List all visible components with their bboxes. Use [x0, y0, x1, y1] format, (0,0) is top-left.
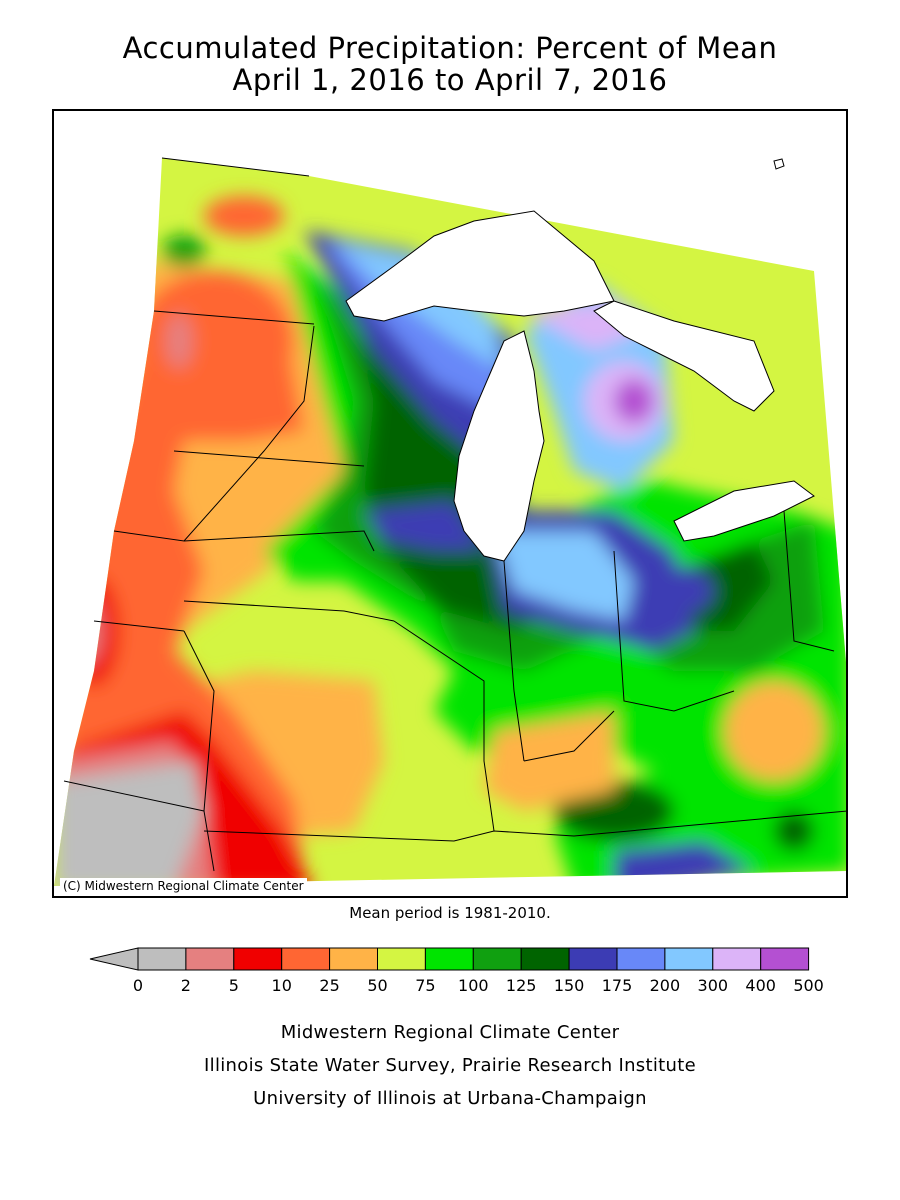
credit-university: University of Illinois at Urbana-Champai… — [253, 1088, 647, 1109]
map-date-range: April 1, 2016 to April 7, 2016 — [232, 63, 668, 97]
precipitation-map-graphic — [54, 157, 846, 886]
legend-tick-label: 175 — [601, 976, 633, 995]
legend-swatch — [329, 947, 379, 971]
legend-swatch — [233, 947, 283, 971]
legend-tick-label: 0 — [132, 976, 144, 995]
legend-arrow — [89, 947, 139, 971]
credit-center: Midwestern Regional Climate Center — [280, 1022, 620, 1043]
legend-tick-label: 5 — [228, 976, 239, 995]
legend-tick-label: 100 — [458, 976, 489, 995]
legend-tick-label: 2 — [180, 976, 191, 995]
legend-tick-label: 25 — [319, 976, 340, 995]
legend-tick-label: 200 — [649, 976, 681, 995]
legend-tick-label: 400 — [745, 976, 776, 995]
legend-tick-label: 10 — [271, 976, 292, 995]
legend-swatch — [377, 947, 426, 971]
legend-swatch — [185, 947, 235, 971]
legend-swatch — [281, 947, 331, 971]
legend-colorbar — [89, 947, 810, 971]
legend-swatch — [424, 947, 474, 971]
legend-tick-label: 125 — [505, 976, 537, 995]
legend-tick-label: 50 — [367, 976, 388, 995]
legend-tick-label: 150 — [553, 976, 585, 995]
legend-tick-label: 300 — [697, 976, 729, 995]
legend-swatch — [664, 947, 714, 971]
map-title: Accumulated Precipitation: Percent of Me… — [122, 31, 778, 65]
mean-period-note: Mean period is 1981-2010. — [349, 904, 551, 922]
legend-swatch — [137, 947, 187, 971]
legend-swatch — [472, 947, 522, 971]
great-lakes — [345, 158, 815, 562]
precipitation-map: (C) Midwestern Regional Climate Center — [52, 109, 848, 898]
state-borders — [63, 157, 846, 872]
credit-survey: Illinois State Water Survey, Prairie Res… — [204, 1055, 696, 1076]
legend-swatch — [760, 947, 810, 971]
legend-swatch — [616, 947, 666, 971]
legend-swatch — [568, 947, 618, 971]
legend-swatch — [712, 947, 762, 971]
legend-tick-label: 75 — [415, 976, 436, 995]
legend-tick-label: 500 — [793, 976, 824, 995]
color-legend: 0 2 5 10 25 50 75 100 125 150 175 200 300 400 500 — [88, 946, 828, 1006]
legend-swatch — [520, 947, 570, 971]
copyright-notice: (C) Midwestern Regional Climate Center — [60, 878, 307, 894]
